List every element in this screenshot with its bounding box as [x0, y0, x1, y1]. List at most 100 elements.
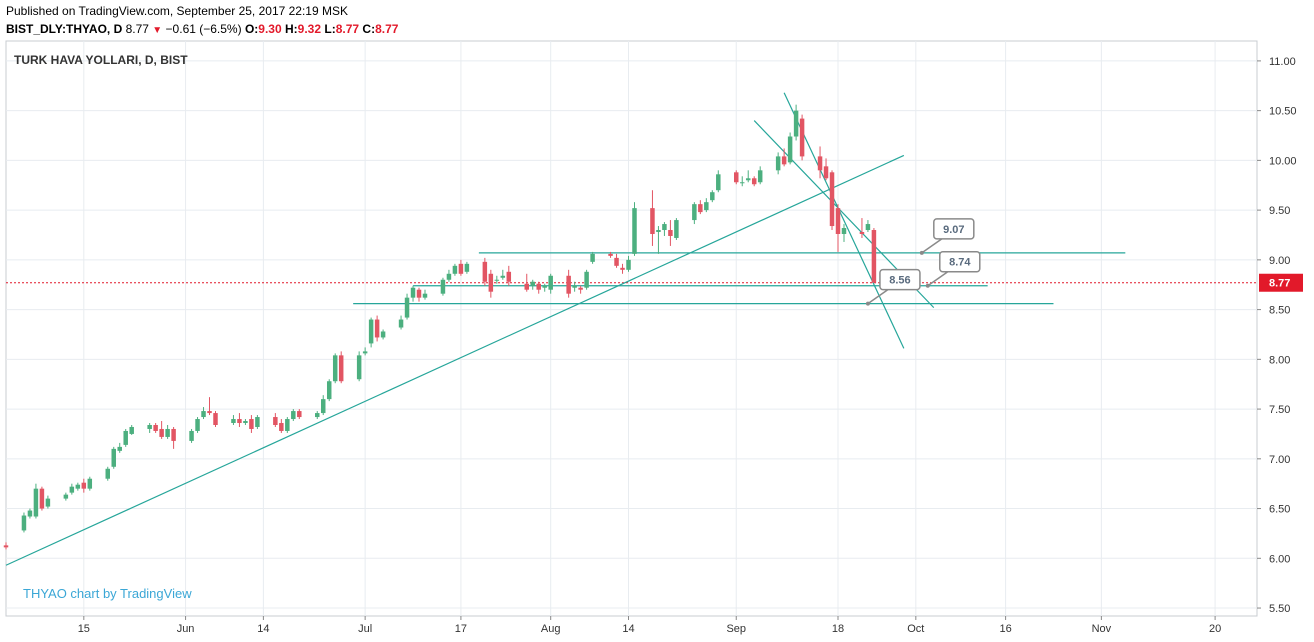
- published-line: Published on TradingView.com, September …: [6, 4, 348, 18]
- candle: [817, 146, 823, 179]
- candle: [632, 202, 637, 256]
- y-tick-label: 8.00: [1269, 354, 1290, 366]
- candle: [153, 423, 158, 433]
- callout-box: [879, 268, 921, 291]
- chart-watermark[interactable]: THYAO chart by TradingView: [23, 586, 192, 601]
- y-tick-label: 6.00: [1269, 553, 1290, 565]
- candle: [398, 315, 404, 330]
- candle-body: [171, 428, 176, 441]
- candle: [542, 283, 547, 292]
- candle: [320, 395, 326, 416]
- candle: [871, 228, 877, 283]
- candle-body: [548, 275, 553, 290]
- candle-body: [21, 515, 27, 531]
- last-price-tag-label: 8.77: [1269, 278, 1290, 290]
- candle: [279, 419, 284, 433]
- candle-body: [488, 273, 494, 292]
- candle: [171, 426, 176, 449]
- candle: [662, 222, 667, 236]
- callout-box: [933, 218, 975, 240]
- candle-body: [835, 208, 841, 234]
- candle: [548, 273, 553, 294]
- candle: [285, 417, 290, 433]
- candle-body: [464, 263, 470, 272]
- candle-body: [362, 351, 368, 354]
- trendline: [5, 154, 905, 566]
- candle-body: [536, 283, 541, 290]
- candle: [368, 317, 374, 348]
- candle: [440, 277, 446, 296]
- callout-label: 8.56: [889, 275, 910, 287]
- low-value: 8.77: [335, 22, 360, 36]
- candle: [506, 265, 512, 286]
- candle: [656, 226, 661, 254]
- x-tick-label: 20: [1209, 623, 1221, 635]
- x-tick-label: Sep: [726, 623, 746, 635]
- candle-body: [757, 170, 763, 183]
- candle-body: [45, 498, 51, 507]
- candle-body: [698, 204, 703, 213]
- x-tick-label: 18: [832, 623, 844, 635]
- candle-body: [273, 417, 278, 425]
- candle: [291, 409, 296, 422]
- candle-body: [27, 510, 33, 517]
- candle-body: [530, 281, 535, 286]
- candle: [614, 253, 619, 268]
- y-tick-label: 7.50: [1269, 404, 1290, 416]
- candle-body: [859, 232, 865, 234]
- candle-body: [739, 182, 745, 184]
- candle: [410, 285, 416, 302]
- candle-body: [506, 271, 512, 282]
- candle-body: [326, 381, 332, 400]
- callout-anchor: [919, 250, 924, 255]
- candle: [823, 158, 829, 181]
- low-label: L:: [324, 22, 336, 36]
- candle-body: [422, 293, 428, 298]
- x-tick-label: 16: [999, 623, 1011, 635]
- candle-body: [201, 411, 206, 418]
- y-tick-label: 11.00: [1269, 56, 1296, 68]
- candle-body: [416, 289, 422, 298]
- candle: [745, 170, 751, 183]
- candle-body: [650, 208, 655, 234]
- candle: [243, 419, 248, 425]
- candle-body: [410, 287, 416, 298]
- y-tick-label: 10.50: [1269, 106, 1297, 118]
- x-tick-label: Jul: [358, 623, 372, 635]
- y-tick-label: 5.50: [1269, 603, 1290, 615]
- candle: [315, 411, 320, 420]
- last-price: 8.77: [125, 22, 149, 36]
- candle-body: [315, 413, 320, 418]
- candle: [105, 466, 111, 481]
- candle-body: [69, 486, 75, 493]
- ohlc-line: BIST_DLY:THYAO, D 8.77 ▼ −0.61 (−6.5%) O…: [6, 22, 398, 36]
- candle: [716, 170, 721, 193]
- chart-header: Published on TradingView.com, September …: [0, 0, 1314, 40]
- candle-body: [632, 208, 637, 254]
- candle: [799, 114, 805, 161]
- candle: [422, 289, 428, 300]
- candle-body: [799, 118, 805, 157]
- candle-body: [356, 355, 362, 380]
- candle: [859, 218, 865, 238]
- candle: [117, 442, 122, 453]
- x-tick-label: Oct: [907, 623, 924, 635]
- candle-body: [781, 156, 787, 165]
- down-arrow-icon: ▼: [152, 25, 163, 36]
- candle-body: [189, 430, 194, 441]
- callout-label: 8.74: [949, 257, 971, 269]
- candle: [751, 176, 757, 187]
- candle-body: [817, 156, 823, 171]
- callout-pointer: [867, 289, 889, 305]
- candle: [458, 259, 464, 276]
- candle: [195, 417, 200, 433]
- candle-body: [159, 428, 164, 437]
- candle: [249, 415, 254, 433]
- last-price-tag: 8.77: [1259, 273, 1303, 292]
- chart-grid: [5, 40, 1258, 617]
- plot-frame: [5, 40, 1258, 617]
- candle-body: [590, 253, 595, 262]
- candle-body: [338, 355, 344, 382]
- candle: [231, 415, 236, 425]
